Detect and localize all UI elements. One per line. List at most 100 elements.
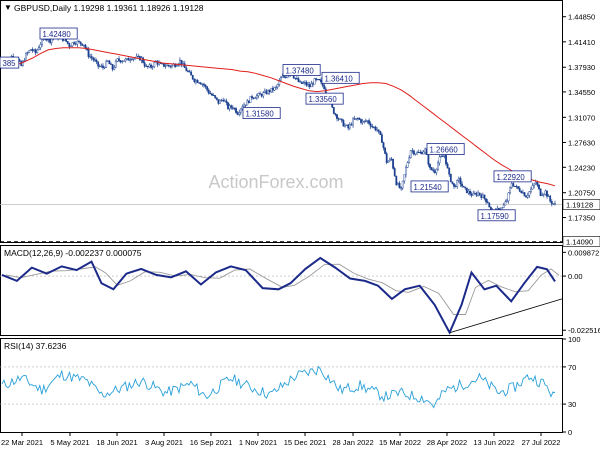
rsi-y-tick-label: 100 <box>568 335 581 344</box>
candle-body <box>475 193 478 196</box>
candle-body <box>530 188 532 192</box>
price-annotation: 1.26660 <box>430 146 459 155</box>
candle-body <box>542 193 545 196</box>
candle-body <box>360 119 362 123</box>
candle-body <box>281 76 284 78</box>
candle-body <box>195 80 197 83</box>
candle-body <box>305 82 308 86</box>
price-annotation: 1.31580 <box>246 110 275 119</box>
candle-body <box>312 83 314 85</box>
price-y-tick-label: 1.44850 <box>568 13 595 22</box>
candle-body <box>143 62 146 67</box>
candle-body <box>481 194 484 198</box>
candle-body <box>179 59 181 65</box>
candle-body <box>337 118 340 120</box>
price-y-tick-label: 1.24230 <box>568 163 595 172</box>
candle-body <box>220 99 223 101</box>
candle-body <box>541 194 544 196</box>
candle-body <box>169 65 172 68</box>
candle-body <box>268 90 271 93</box>
candle-body <box>443 155 446 157</box>
candle-body <box>464 186 467 189</box>
candle-body <box>39 44 42 48</box>
candle-body <box>275 86 277 88</box>
price-annotation-box <box>321 71 360 84</box>
candle-body <box>262 92 265 97</box>
candle-body <box>408 157 411 164</box>
candle-body <box>127 58 130 61</box>
price-y-tick-label: 1.41410 <box>568 38 595 47</box>
candle-body <box>211 93 213 96</box>
price-annotation-box <box>477 209 516 222</box>
candle-body <box>199 82 202 85</box>
candle-body <box>304 82 306 84</box>
candle-body <box>400 187 403 189</box>
candle-body <box>180 59 183 65</box>
candle-body <box>243 104 245 107</box>
candle-body <box>167 64 170 67</box>
candle-body <box>198 82 201 84</box>
candle-body <box>339 118 342 120</box>
candle-body <box>271 87 274 91</box>
candle-body <box>528 191 531 196</box>
candle-body <box>255 95 258 99</box>
candle-body <box>74 43 77 45</box>
candle-body <box>100 65 103 67</box>
candle-body <box>356 117 359 119</box>
candle-body <box>520 191 523 194</box>
candle-body <box>249 96 252 103</box>
candle-body <box>188 71 191 73</box>
price-annotation-box <box>410 180 449 193</box>
candle-body <box>132 57 135 60</box>
candle-body <box>111 64 114 70</box>
price-y-tick-label: 1.27630 <box>568 138 595 147</box>
rsi-y-tick-label: 0 <box>568 428 572 437</box>
candle-body <box>121 61 124 63</box>
candle-body <box>206 86 209 91</box>
candle-body <box>456 180 459 187</box>
candle-body <box>68 43 71 47</box>
candle-body <box>538 184 540 189</box>
candle-body <box>372 126 375 128</box>
candle-body <box>496 208 499 210</box>
candle-body <box>369 123 372 127</box>
candle-body <box>29 49 32 51</box>
candle-body <box>470 193 473 196</box>
price-annotation: 1.21540 <box>414 183 443 192</box>
candle-body <box>302 82 305 84</box>
candle-body <box>190 71 193 76</box>
candle-body <box>21 60 24 66</box>
candle-body <box>246 100 249 106</box>
candle-body <box>129 59 132 61</box>
candle-body <box>550 200 553 204</box>
candle-body <box>395 175 398 186</box>
candle-body <box>222 99 225 102</box>
candle-body <box>347 124 350 129</box>
candle-body <box>82 44 85 46</box>
candle-body <box>401 180 404 189</box>
candle-body <box>161 63 164 65</box>
candle-body <box>459 177 462 185</box>
candle-body <box>235 108 237 113</box>
candle-body <box>526 194 529 198</box>
candle-body <box>432 169 435 171</box>
candle-body <box>238 112 241 115</box>
candle-body <box>166 64 168 67</box>
candle-body <box>227 102 229 110</box>
candle-body <box>297 78 300 83</box>
candle-body <box>217 99 220 104</box>
x-tick-label: 28 Apr 2022 <box>427 438 467 447</box>
macd-y-tick-label: 0.009872 <box>568 248 599 257</box>
candle-body <box>263 90 266 93</box>
candle-body <box>512 183 515 187</box>
candle-body <box>158 62 160 65</box>
candle-body <box>486 201 489 204</box>
price-y-tick-label: 1.17350 <box>568 214 595 223</box>
candle-body <box>318 79 321 81</box>
candle-body <box>446 163 449 169</box>
candle-body <box>84 44 87 49</box>
candle-body <box>472 193 475 196</box>
candle-body <box>441 155 444 157</box>
candle-body <box>469 190 471 195</box>
rsi-line <box>1 365 556 409</box>
